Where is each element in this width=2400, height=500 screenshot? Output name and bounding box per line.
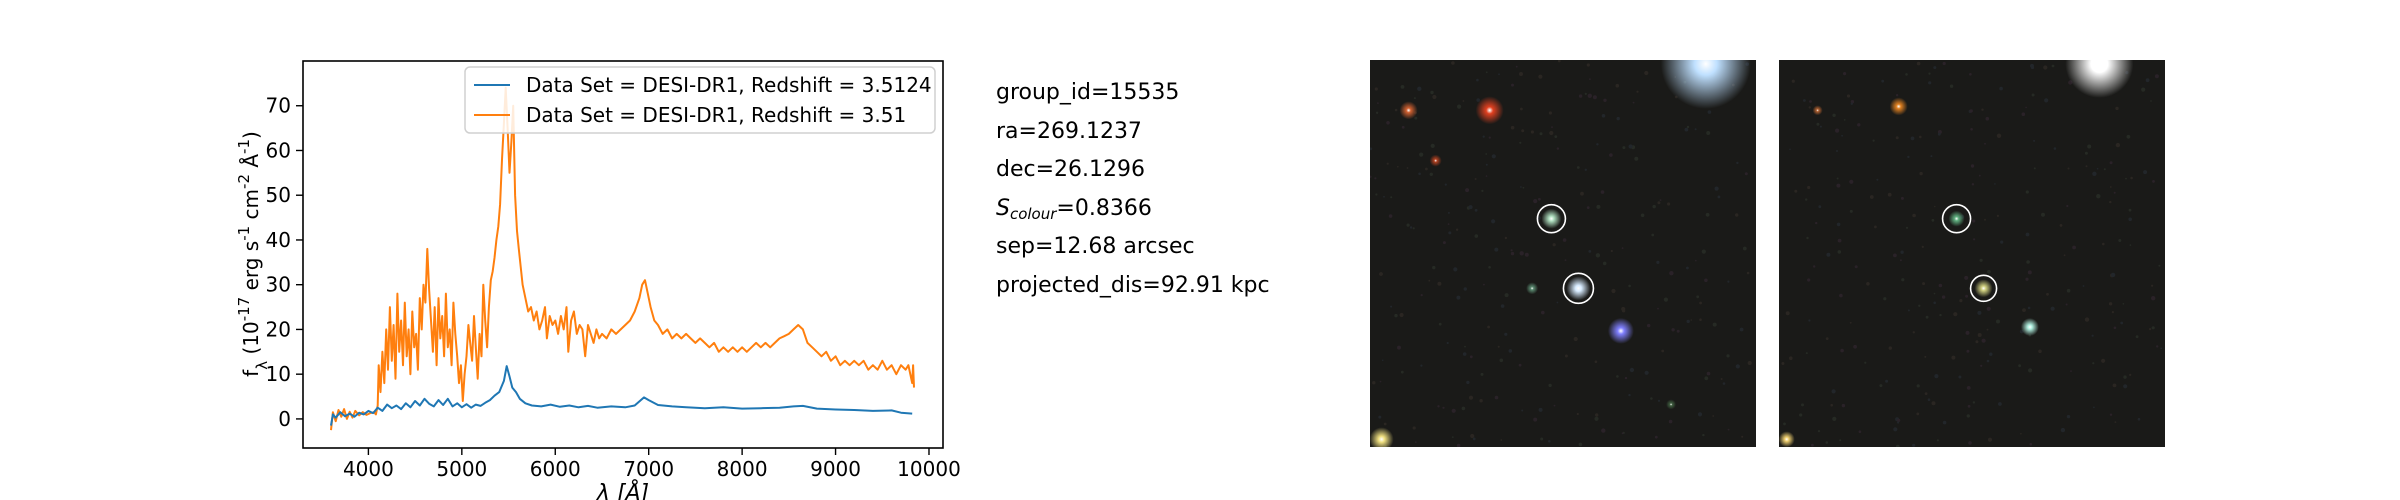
x-axis-ticks: 4000 5000 6000 7000 8000 9000 10000 — [343, 448, 961, 481]
x-tick-label: 5000 — [436, 457, 487, 481]
y-tick-label: 40 — [266, 228, 291, 252]
object-info: group_id=15535 ra=269.1237 dec=26.1296 S… — [996, 74, 1270, 306]
legend: Data Set = DESI-DR1, Redshift = 3.5124 D… — [464, 66, 936, 134]
y-axis-label: fλ (10-17 erg s-1 cm-2 Å-1) — [235, 131, 271, 377]
star — [1948, 210, 1965, 227]
y-axis-ticks: 0 10 20 30 40 50 60 70 — [266, 94, 303, 431]
dec-text: dec=26.1296 — [996, 157, 1146, 183]
star — [1666, 399, 1677, 410]
sky-image-left — [1370, 60, 1756, 447]
projected-dis-text: projected_dis=92.91 kpc — [996, 272, 1270, 298]
star — [1974, 279, 1993, 298]
star — [1399, 101, 1418, 120]
target-circle-marker — [1562, 272, 1595, 305]
sky-noise — [1781, 61, 2162, 447]
y-tick-label: 10 — [266, 362, 291, 386]
sky-background — [1370, 60, 1756, 447]
plot-frame — [302, 60, 944, 449]
y-tick-label: 0 — [278, 407, 291, 431]
target-circle-marker — [1941, 203, 1972, 234]
y-tick-label: 30 — [266, 273, 291, 297]
target-circle-marker — [1969, 274, 1998, 303]
star — [1660, 60, 1751, 109]
star — [1370, 427, 1394, 447]
x-tick-label: 8000 — [717, 457, 768, 481]
star — [1429, 154, 1442, 167]
spectrum-lines — [330, 86, 915, 431]
legend-label-2: Data Set = DESI-DR1, Redshift = 3.51 — [526, 103, 906, 127]
y-tick-label: 70 — [266, 94, 291, 118]
star — [1779, 431, 1795, 447]
star — [1541, 208, 1562, 229]
star — [1526, 282, 1539, 295]
star — [1475, 96, 1504, 125]
x-axis-label: λ [Å] — [596, 479, 649, 500]
x-tick-label: 10000 — [897, 457, 961, 481]
group-id-text: group_id=15535 — [996, 80, 1180, 105]
sky-background — [1779, 60, 2165, 447]
star — [2065, 60, 2134, 98]
star — [1607, 317, 1634, 344]
y-tick-label: 60 — [266, 138, 291, 162]
star — [1566, 276, 1591, 301]
s-colour-text: Scolour=0.8366 — [996, 190, 1270, 229]
sky-image-right — [1779, 60, 2165, 447]
s-colour-subscript: colour — [1009, 204, 1057, 223]
star — [1889, 97, 1908, 116]
legend-label-1: Data Set = DESI-DR1, Redshift = 3.5124 — [526, 73, 932, 97]
star — [2020, 318, 2039, 337]
s-colour-symbol: S — [996, 195, 1010, 221]
legend-box — [464, 66, 936, 134]
sky-noise — [1370, 60, 1752, 447]
y-tick-label: 50 — [266, 183, 291, 207]
ra-text: ra=269.1237 — [996, 118, 1142, 144]
series-line-1 — [330, 365, 913, 426]
target-circle-marker — [1536, 203, 1567, 234]
x-tick-label: 6000 — [530, 457, 581, 481]
x-tick-label: 7000 — [623, 457, 674, 481]
s-colour-value: =0.8366 — [1056, 195, 1152, 221]
series-line-2 — [330, 86, 915, 431]
sep-text: sep=12.68 arcsec — [996, 234, 1195, 260]
x-tick-label: 4000 — [343, 457, 394, 481]
y-tick-label: 20 — [266, 317, 291, 341]
x-tick-label: 9000 — [810, 457, 861, 481]
star — [1812, 105, 1823, 116]
